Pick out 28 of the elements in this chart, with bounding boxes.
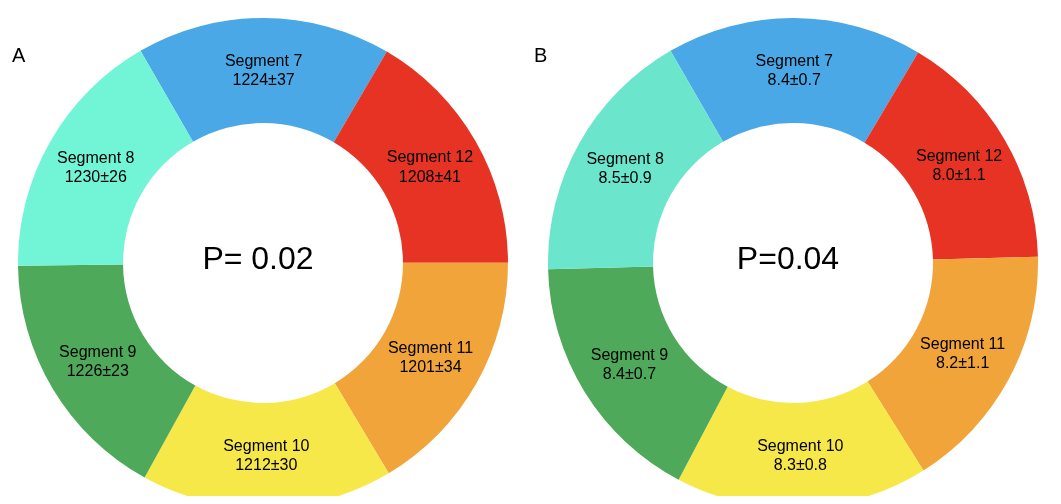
- data-label: 8.3±0.8: [773, 455, 828, 473]
- slice-label: Segment 12: [915, 146, 1003, 164]
- slice-label: Segment 8: [586, 150, 664, 168]
- data-label: 8.5±0.9: [598, 169, 652, 187]
- slice-label: Segment 7: [224, 51, 303, 69]
- data-label: 8.4±0.7: [602, 364, 657, 382]
- data-label: 8.2±1.1: [936, 354, 990, 372]
- data-label: 8.4±0.7: [767, 70, 821, 88]
- data-label: 1208±41: [398, 167, 462, 185]
- text: A: [12, 44, 26, 67]
- data-label: 1230±26: [64, 168, 127, 186]
- data-label: 1201±34: [399, 358, 462, 376]
- data-label: 1226±23: [66, 362, 129, 380]
- slice-label: Segment 8: [57, 148, 135, 166]
- slice-label: Segment 7: [755, 51, 833, 69]
- slice-label: Segment 11: [387, 339, 474, 357]
- slice-label: Segment 11: [920, 335, 1006, 353]
- slice-label: Segment 12: [386, 148, 474, 166]
- text: P=0.04: [736, 239, 840, 277]
- data-label: 1224±37: [232, 70, 295, 88]
- text: B: [534, 44, 548, 67]
- slice-label: Segment 9: [59, 342, 137, 360]
- data-label: 1212±30: [235, 455, 298, 473]
- slice-label: Segment 10: [223, 436, 310, 454]
- data-label: 8.0±1.1: [932, 166, 986, 184]
- text: P= 0.02: [202, 239, 314, 277]
- slice-label: Segment 9: [590, 345, 669, 363]
- slice-label: Segment 10: [757, 436, 844, 454]
